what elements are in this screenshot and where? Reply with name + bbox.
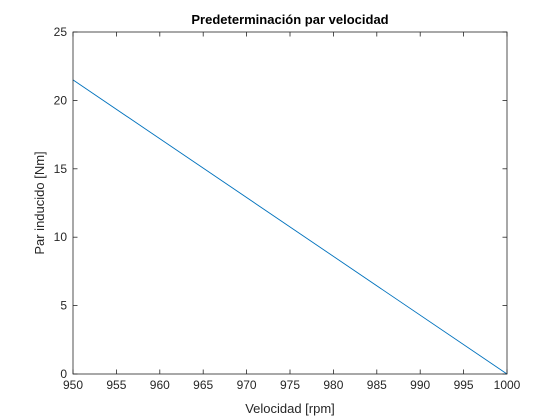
x-tick-label: 975 — [280, 378, 300, 392]
x-tick-label: 985 — [367, 378, 387, 392]
x-axis-label: Velocidad [rpm] — [245, 401, 335, 416]
x-tick-label: 980 — [323, 378, 343, 392]
x-tick-label: 995 — [454, 378, 474, 392]
x-tick-label: 1000 — [494, 378, 521, 392]
plot-area — [73, 32, 507, 374]
y-axis-ticks: 0 5 10 15 20 25 — [54, 25, 507, 381]
x-tick-label: 970 — [237, 378, 257, 392]
chart-title: Predeterminación par velocidad — [191, 12, 388, 27]
x-axis-ticks: 950 955 960 965 970 975 980 985 990 995 1000 — [63, 32, 521, 392]
y-tick-label: 0 — [60, 367, 67, 381]
x-tick-label: 960 — [150, 378, 170, 392]
series-line-0 — [72, 79, 508, 375]
plot-frame — [72, 31, 508, 375]
y-tick-label: 5 — [60, 299, 67, 313]
y-tick-label: 10 — [54, 230, 68, 244]
y-tick-label: 15 — [54, 162, 68, 176]
x-tick-label: 965 — [193, 378, 213, 392]
y-axis-label: Par inducido [Nm] — [32, 151, 47, 254]
x-tick-label: 950 — [63, 378, 83, 392]
y-tick-label: 25 — [54, 25, 68, 39]
series-group — [72, 79, 508, 375]
x-tick-label: 955 — [106, 378, 126, 392]
x-tick-label: 990 — [410, 378, 430, 392]
y-tick-label: 20 — [54, 93, 68, 107]
